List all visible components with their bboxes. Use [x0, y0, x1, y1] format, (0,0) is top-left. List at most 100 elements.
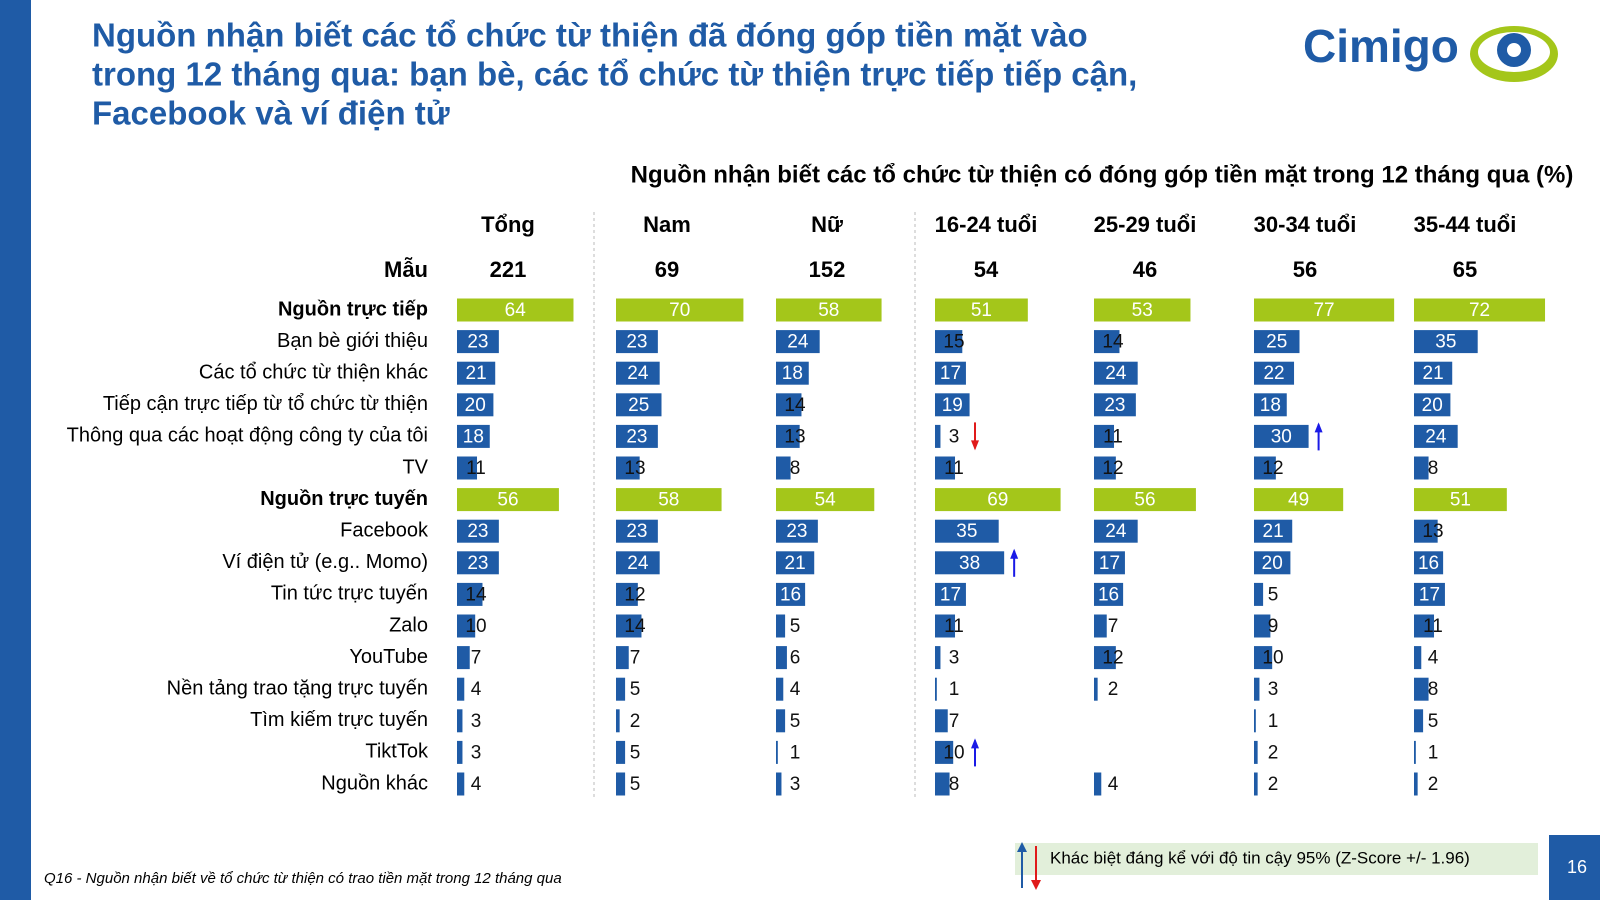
bar — [935, 361, 966, 385]
bar — [776, 740, 778, 764]
row-label: Bạn bè giới thiệu — [277, 330, 428, 352]
value-label: 2 — [1268, 742, 1279, 763]
value-label: 24 — [627, 363, 649, 384]
bar — [1094, 393, 1136, 417]
bar — [1254, 614, 1271, 638]
value-label: 14 — [1102, 332, 1124, 353]
bar — [935, 424, 941, 448]
value-label: 24 — [787, 332, 809, 353]
row-label: Thông qua các hoạt động công ty của tôi — [67, 425, 428, 447]
sample-size: 46 — [1133, 257, 1157, 282]
row-label: TiktTok — [365, 741, 429, 763]
value-label: 20 — [1262, 553, 1283, 574]
bar — [776, 330, 820, 354]
bar — [776, 424, 800, 448]
bar — [1254, 456, 1276, 480]
value-label: 3 — [471, 711, 482, 732]
value-label: 4 — [471, 774, 482, 795]
bar — [1094, 361, 1138, 385]
value-label: 19 — [942, 395, 963, 416]
value-label: 14 — [624, 616, 646, 637]
value-label: 21 — [1263, 521, 1284, 542]
bar — [1414, 298, 1546, 322]
value-label: 23 — [786, 521, 807, 542]
row-label: Tiếp cận trực tiếp từ tổ chức từ thiện — [103, 393, 428, 415]
bar — [935, 298, 1028, 322]
bar — [935, 709, 948, 733]
value-label: 8 — [1428, 458, 1439, 479]
row-label: Nguồn khác — [321, 772, 428, 794]
bar — [457, 740, 463, 764]
bar — [1414, 614, 1435, 638]
value-label: 15 — [943, 332, 964, 353]
bar — [1414, 646, 1422, 670]
value-label: 17 — [940, 363, 961, 384]
value-label: 10 — [1262, 648, 1283, 669]
bar — [1094, 646, 1116, 670]
value-label: 7 — [471, 648, 482, 669]
value-label: 8 — [790, 458, 801, 479]
value-label: 1 — [1428, 742, 1439, 763]
bar — [616, 488, 722, 512]
value-label: 6 — [790, 648, 801, 669]
bar — [1414, 393, 1451, 417]
bar — [457, 614, 476, 638]
bar — [1094, 551, 1125, 575]
bar — [935, 677, 937, 701]
legend-arrow — [1017, 842, 1027, 852]
value-label: 25 — [628, 395, 649, 416]
value-label: 38 — [959, 553, 980, 574]
value-label: 24 — [1105, 363, 1127, 384]
bar — [1094, 614, 1107, 638]
value-label: 72 — [1469, 300, 1490, 321]
footnote: Q16 - Nguồn nhận biết về tổ chức từ thiệ… — [44, 870, 562, 887]
bar — [1094, 772, 1102, 796]
value-label: 11 — [944, 458, 964, 479]
value-label: 16 — [1418, 553, 1439, 574]
bar — [1414, 519, 1438, 543]
slide-title: trong 12 tháng qua: bạn bè, các tổ chức … — [92, 56, 1137, 93]
bar — [616, 519, 658, 543]
bar — [457, 551, 499, 575]
value-label: 24 — [1105, 521, 1127, 542]
bar — [616, 424, 658, 448]
value-label: 30 — [1271, 426, 1292, 447]
bar — [1254, 361, 1295, 385]
bar — [457, 330, 499, 354]
bar — [1414, 709, 1424, 733]
bar — [457, 646, 470, 670]
legend-text: Khác biệt đáng kể với độ tin cậy 95% (Z-… — [1050, 848, 1470, 867]
bar — [1414, 740, 1416, 764]
bar — [1254, 519, 1293, 543]
bar — [457, 519, 499, 543]
significance-arrow — [1314, 422, 1323, 451]
bar — [1254, 551, 1291, 575]
bar — [1094, 582, 1124, 606]
bar — [1254, 582, 1264, 606]
sample-size: 65 — [1453, 257, 1477, 282]
value-label: 3 — [949, 648, 960, 669]
bar — [1254, 646, 1273, 670]
bar — [1094, 677, 1098, 701]
value-label: 23 — [467, 553, 488, 574]
value-label: 64 — [505, 300, 527, 321]
bar — [1254, 488, 1344, 512]
arrow-head — [1010, 548, 1019, 559]
row-label: YouTube — [349, 646, 428, 668]
value-label: 25 — [1266, 332, 1287, 353]
bar — [935, 582, 966, 606]
bar — [1414, 424, 1458, 448]
value-label: 8 — [1428, 679, 1439, 700]
value-label: 17 — [1099, 553, 1120, 574]
bar — [616, 582, 638, 606]
value-label: 5 — [790, 711, 801, 732]
bar — [616, 330, 658, 354]
value-label: 22 — [1263, 363, 1284, 384]
legend-arrow — [1031, 880, 1041, 890]
bar — [776, 709, 786, 733]
row-label: TV — [402, 456, 428, 478]
value-label: 10 — [943, 742, 964, 763]
bar — [457, 393, 494, 417]
value-label: 5 — [1268, 584, 1279, 605]
bar — [935, 551, 1005, 575]
